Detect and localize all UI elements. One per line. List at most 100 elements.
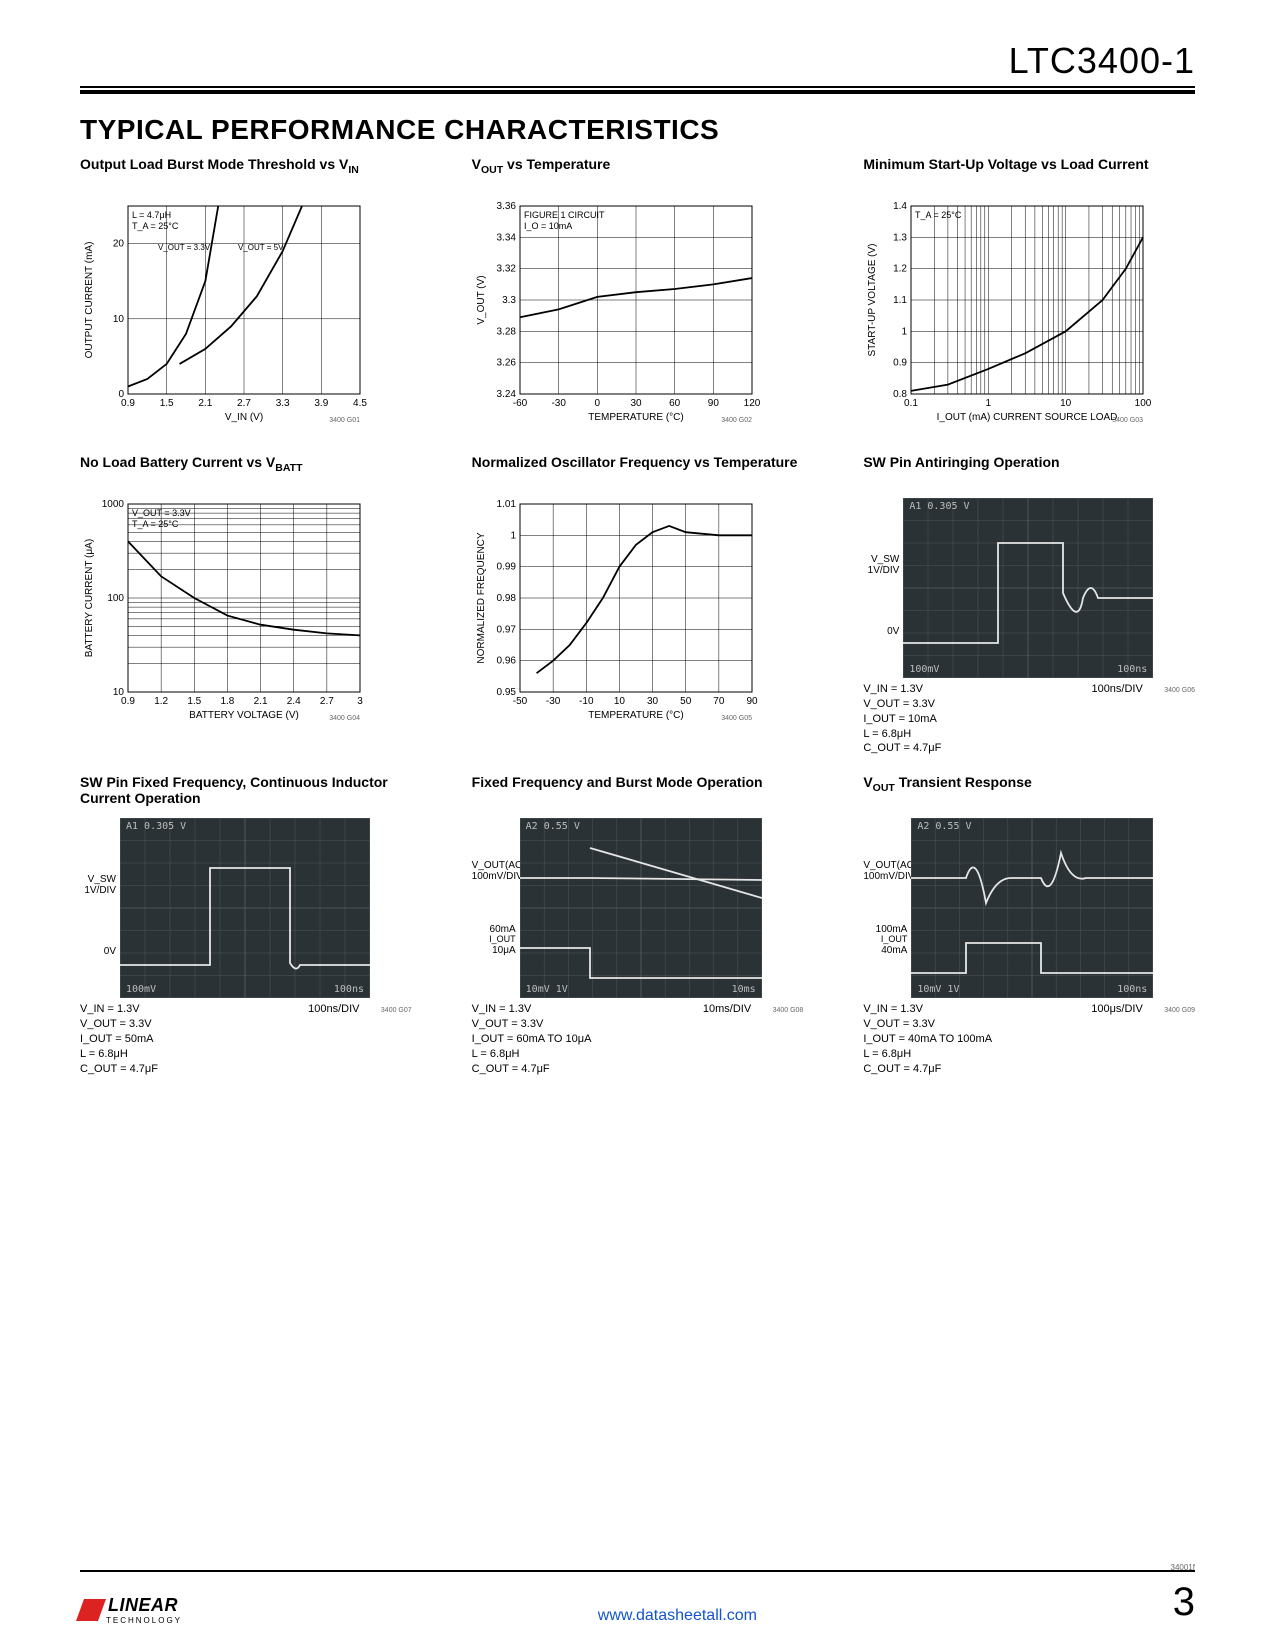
svg-text:3.32: 3.32 (496, 264, 516, 275)
svg-text:1.01: 1.01 (496, 499, 516, 510)
scope-screen: A1 0.305 V 100mV100ns (120, 818, 370, 998)
svg-text:2.7: 2.7 (237, 398, 251, 409)
svg-text:-30: -30 (546, 696, 561, 707)
svg-text:0.98: 0.98 (496, 593, 516, 604)
scope-side-labels: V_SW1V/DIV 0V (80, 814, 120, 957)
svg-text:3.9: 3.9 (314, 398, 328, 409)
svg-text:10: 10 (113, 687, 125, 698)
chart-c4: No Load Battery Current vs VBATT 0.91.21… (80, 454, 412, 756)
svg-text:0.9: 0.9 (893, 358, 907, 369)
svg-text:V_OUT = 3.3V: V_OUT = 3.3V (158, 243, 211, 252)
svg-text:3.34: 3.34 (496, 232, 516, 243)
svg-text:OUTPUT CURRENT (mA): OUTPUT CURRENT (mA) (84, 242, 95, 359)
svg-text:3.26: 3.26 (496, 358, 516, 369)
svg-text:90: 90 (746, 696, 758, 707)
scope-screen: A2 0.55 V 10mV 1V100ns (911, 818, 1153, 998)
svg-text:1.5: 1.5 (160, 398, 174, 409)
svg-text:I_O = 10mA: I_O = 10mA (524, 221, 572, 231)
chart-title: SW Pin Fixed Frequency, Continuous Induc… (80, 774, 412, 808)
scope-params: V_IN = 1.3VV_OUT = 3.3VI_OUT = 40mA TO 1… (863, 1002, 992, 1076)
chart-title: VOUT vs Temperature (472, 156, 804, 190)
svg-text:TEMPERATURE (°C): TEMPERATURE (°C) (588, 710, 683, 721)
chart-grid: Output Load Burst Mode Threshold vs VIN … (80, 156, 1195, 1076)
svg-text:T_A = 25°C: T_A = 25°C (132, 221, 179, 231)
svg-text:1: 1 (510, 530, 516, 541)
svg-text:2.7: 2.7 (320, 696, 334, 707)
svg-text:V_OUT = 3.3V: V_OUT = 3.3V (132, 508, 191, 518)
svg-text:1: 1 (902, 326, 908, 337)
chart-c3: Minimum Start-Up Voltage vs Load Current… (863, 156, 1195, 436)
chart-svg: 0.11101000.80.911.11.21.31.4I_OUT (mA) C… (863, 196, 1153, 436)
chart-title: Output Load Burst Mode Threshold vs VIN (80, 156, 412, 190)
scope-side-labels: V_OUT(AC)100mV/DIV 100mA I_OUT 40mA (863, 814, 911, 956)
svg-text:10: 10 (614, 696, 626, 707)
svg-text:START-UP VOLTAGE (V): START-UP VOLTAGE (V) (867, 244, 878, 357)
chart-c2: VOUT vs Temperature -60-3003060901203.24… (472, 156, 804, 436)
chart-svg: 0.91.21.51.82.12.42.73101001000BATTERY V… (80, 494, 370, 734)
svg-text:1: 1 (986, 398, 992, 409)
svg-text:1.1: 1.1 (893, 295, 907, 306)
scope-params: V_IN = 1.3VV_OUT = 3.3VI_OUT = 50mAL = 6… (80, 1002, 158, 1076)
svg-text:0.8: 0.8 (893, 389, 907, 400)
page-footer: LINEAR TECHNOLOGY www.datasheetall.com 3 (80, 1570, 1195, 1625)
chart-title: No Load Battery Current vs VBATT (80, 454, 412, 488)
chart-c6: SW Pin Antiringing Operation V_SW1V/DIV … (863, 454, 1195, 756)
svg-text:10: 10 (113, 314, 125, 325)
chart-c8: Fixed Frequency and Burst Mode Operation… (472, 774, 804, 1076)
scope-screen: A2 0.55 V 10mV 1V10ms (520, 818, 762, 998)
svg-text:30: 30 (630, 398, 642, 409)
svg-text:90: 90 (707, 398, 719, 409)
svg-text:10: 10 (1060, 398, 1072, 409)
svg-text:NORMALIZED FREQUENCY: NORMALIZED FREQUENCY (476, 532, 487, 663)
svg-text:30: 30 (647, 696, 659, 707)
svg-text:0: 0 (594, 398, 600, 409)
svg-text:0.95: 0.95 (496, 687, 516, 698)
scope-screen: A1 0.305 V 100mV100ns (903, 498, 1153, 678)
svg-text:3.36: 3.36 (496, 201, 516, 212)
chart-title: Normalized Oscillator Frequency vs Tempe… (472, 454, 804, 488)
scope-side-labels: V_OUT(AC)100mV/DIV 60mA I_OUT 10μA (472, 814, 520, 956)
svg-text:1.2: 1.2 (154, 696, 168, 707)
logo-icon (76, 1599, 106, 1621)
part-number: LTC3400-1 (80, 40, 1195, 82)
svg-text:1.2: 1.2 (893, 264, 907, 275)
svg-text:100: 100 (107, 593, 124, 604)
svg-text:V_OUT (V): V_OUT (V) (476, 275, 487, 324)
svg-text:TEMPERATURE (°C): TEMPERATURE (°C) (588, 412, 683, 423)
chart-title: SW Pin Antiringing Operation (863, 454, 1195, 488)
svg-text:1000: 1000 (102, 499, 125, 510)
svg-text:3400 G02: 3400 G02 (721, 417, 752, 424)
chart-svg: -50-30-1010305070900.950.960.970.980.991… (472, 494, 762, 734)
chart-c9: VOUT Transient Response V_OUT(AC)100mV/D… (863, 774, 1195, 1076)
svg-text:2.1: 2.1 (198, 398, 212, 409)
svg-text:V_OUT = 5V: V_OUT = 5V (238, 243, 284, 252)
footer-url[interactable]: www.datasheetall.com (598, 1607, 757, 1625)
svg-text:3400 G05: 3400 G05 (721, 715, 752, 722)
svg-text:3400 G04: 3400 G04 (329, 715, 360, 722)
svg-text:2.4: 2.4 (287, 696, 301, 707)
scope-params: V_IN = 1.3VV_OUT = 3.3VI_OUT = 10mAL = 6… (863, 682, 941, 756)
svg-text:0.96: 0.96 (496, 656, 516, 667)
svg-text:3.3: 3.3 (502, 295, 516, 306)
svg-text:1.5: 1.5 (187, 696, 201, 707)
svg-text:3400 G01: 3400 G01 (329, 417, 360, 424)
svg-text:0.97: 0.97 (496, 624, 516, 635)
svg-text:0: 0 (118, 389, 124, 400)
svg-text:50: 50 (680, 696, 692, 707)
svg-text:FIGURE 1 CIRCUIT: FIGURE 1 CIRCUIT (524, 210, 605, 220)
svg-text:-30: -30 (551, 398, 566, 409)
svg-text:3.24: 3.24 (496, 389, 516, 400)
svg-text:I_OUT (mA) CURRENT SOURCE LOAD: I_OUT (mA) CURRENT SOURCE LOAD (937, 412, 1118, 423)
scope-side-labels: V_SW1V/DIV 0V (863, 494, 903, 637)
svg-text:3.28: 3.28 (496, 326, 516, 337)
svg-text:-10: -10 (579, 696, 594, 707)
svg-text:T_A = 25°C: T_A = 25°C (915, 210, 962, 220)
scope-params: V_IN = 1.3VV_OUT = 3.3VI_OUT = 60mA TO 1… (472, 1002, 592, 1076)
chart-svg: 0.91.52.12.73.33.94.501020V_IN (V)OUTPUT… (80, 196, 370, 436)
logo: LINEAR TECHNOLOGY (80, 1595, 182, 1625)
svg-text:1.8: 1.8 (220, 696, 234, 707)
svg-text:20: 20 (113, 239, 125, 250)
svg-text:1.3: 1.3 (893, 232, 907, 243)
svg-text:2.1: 2.1 (254, 696, 268, 707)
svg-text:0.99: 0.99 (496, 562, 516, 573)
